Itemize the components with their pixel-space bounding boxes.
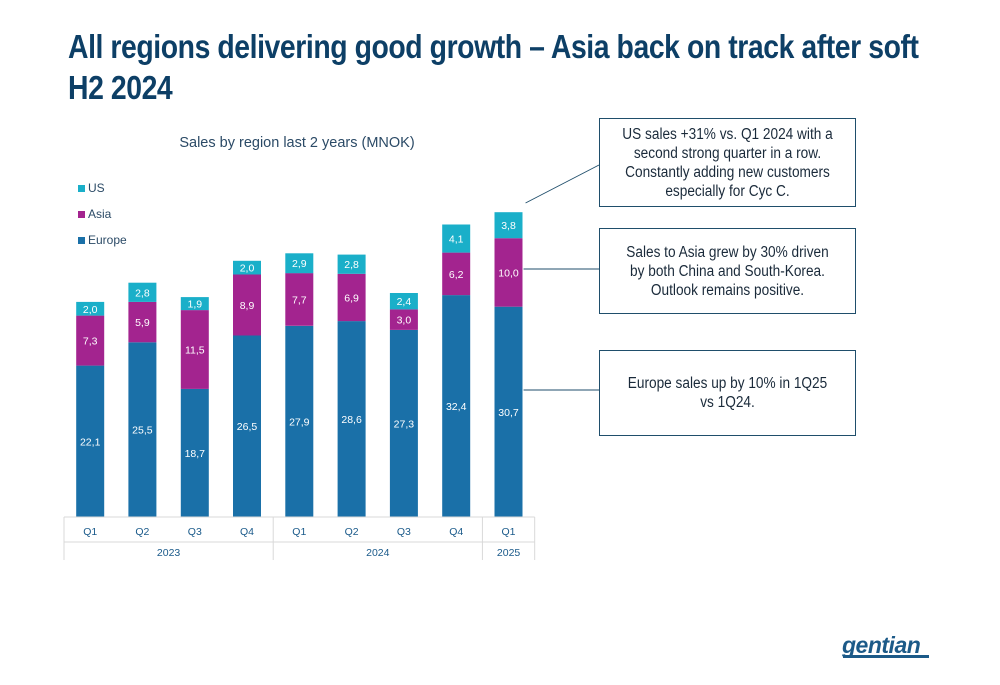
bar-us-3 xyxy=(180,297,209,311)
bar-europe-6 xyxy=(337,321,366,517)
x-group-label-2024: 2024 xyxy=(366,547,390,559)
bar-asia-6 xyxy=(337,273,366,322)
callout-asia: Sales to Asia grew by 30% driven by both… xyxy=(599,228,856,314)
data-label-europe-9: 30,7 xyxy=(498,407,519,419)
data-label-europe-4: 26,5 xyxy=(237,421,258,433)
bar-europe-8 xyxy=(442,295,471,517)
data-label-europe-1: 22,1 xyxy=(80,436,101,448)
data-label-asia-3: 11,5 xyxy=(185,345,205,357)
x-tick-label-2: Q2 xyxy=(135,526,149,538)
x-group-label-2023: 2023 xyxy=(157,547,181,559)
legend-label-us: US xyxy=(88,181,105,195)
data-label-asia-8: 6,2 xyxy=(449,269,464,281)
data-label-us-6: 2,8 xyxy=(344,259,359,271)
data-label-asia-4: 8,9 xyxy=(240,300,255,312)
callout-asia-text: Sales to Asia grew by 30% driven by both… xyxy=(626,243,829,299)
bar-asia-8 xyxy=(442,252,471,296)
callout-europe: Europe sales up by 10% in 1Q25 vs 1Q24. xyxy=(599,350,856,436)
data-label-europe-6: 28,6 xyxy=(341,414,362,426)
bar-us-5 xyxy=(285,253,314,274)
chart-title: Sales by region last 2 years (MNOK) xyxy=(179,135,414,151)
data-label-europe-2: 25,5 xyxy=(132,425,153,437)
data-label-us-9: 3,8 xyxy=(501,220,516,232)
bar-us-9 xyxy=(494,212,523,239)
bar-asia-3 xyxy=(180,310,209,389)
gentian-logo: gentian xyxy=(842,632,921,658)
data-label-europe-5: 27,9 xyxy=(289,416,310,428)
x-tick-label-1: Q1 xyxy=(83,526,97,538)
x-group-label-2025: 2025 xyxy=(497,547,521,559)
slide-title: All regions delivering good growth – Asi… xyxy=(68,28,919,106)
bar-asia-9 xyxy=(494,238,523,307)
legend-swatch-europe xyxy=(78,237,85,244)
x-axis: Q1 Q2 Q3 Q4 Q1 Q2 Q3 Q4 Q1 2023 2024 2025 xyxy=(63,516,536,560)
bar-europe-9 xyxy=(494,306,523,517)
bar-europe-5 xyxy=(285,325,314,517)
data-label-europe-7: 27,3 xyxy=(394,419,415,431)
x-tick-label-5: Q1 xyxy=(292,526,306,538)
callout-us: US sales +31% vs. Q1 2024 with a second … xyxy=(599,118,856,207)
data-label-asia-9: 10,0 xyxy=(498,268,519,280)
chart-legend: US Asia Europe xyxy=(78,181,127,247)
bar-europe-7 xyxy=(389,330,418,517)
data-label-asia-7: 3,0 xyxy=(397,315,412,327)
data-label-asia-6: 6,9 xyxy=(344,293,359,305)
bar-us-4 xyxy=(233,260,261,275)
callout-europe-text: Europe sales up by 10% in 1Q25 vs 1Q24. xyxy=(627,375,828,411)
bar-us-8 xyxy=(442,224,471,253)
data-label-us-4: 2,0 xyxy=(240,263,255,275)
data-label-europe-3: 18,7 xyxy=(185,448,206,460)
data-label-us-5: 2,9 xyxy=(292,258,307,270)
bar-us-7 xyxy=(389,293,418,310)
data-label-asia-2: 5,9 xyxy=(135,317,150,329)
data-label-us-1: 2,0 xyxy=(83,304,98,316)
data-label-us-7: 2,4 xyxy=(397,296,412,308)
bar-us-1 xyxy=(76,301,105,316)
bar-asia-5 xyxy=(285,273,314,326)
logo-underline xyxy=(843,655,929,658)
bar-asia-1 xyxy=(76,315,105,366)
data-label-asia-1: 7,3 xyxy=(83,336,98,348)
bar-asia-4 xyxy=(233,274,261,336)
x-tick-label-4: Q4 xyxy=(240,526,254,538)
bar-europe-2 xyxy=(128,342,157,517)
legend-swatch-asia xyxy=(78,211,85,218)
legend-label-europe: Europe xyxy=(88,233,127,247)
bar-us-2 xyxy=(128,282,157,302)
data-label-us-3: 1,9 xyxy=(187,299,202,311)
x-tick-label-9: Q1 xyxy=(501,526,515,538)
legend-swatch-us xyxy=(78,185,85,192)
legend-label-asia: Asia xyxy=(88,207,112,221)
chart-bars: 22,1 7,3 2,0 25,5 5,9 2,8 18,7 11,5 1,9 26,5 8,9 2,… xyxy=(76,212,523,517)
bar-europe-3 xyxy=(180,388,209,517)
data-label-us-2: 2,8 xyxy=(135,287,150,299)
data-label-asia-5: 7,7 xyxy=(292,295,307,307)
data-label-us-8: 4,1 xyxy=(449,234,464,246)
bar-asia-7 xyxy=(389,309,418,330)
x-tick-label-6: Q2 xyxy=(345,526,359,538)
bar-us-6 xyxy=(337,254,366,274)
x-tick-label-8: Q4 xyxy=(449,526,463,538)
callout-connectors xyxy=(523,164,600,391)
x-tick-label-3: Q3 xyxy=(188,526,202,538)
bar-europe-4 xyxy=(233,335,261,517)
data-label-europe-8: 32,4 xyxy=(446,401,467,413)
connector-us xyxy=(525,164,600,204)
bar-europe-1 xyxy=(76,365,105,517)
callout-us-text: US sales +31% vs. Q1 2024 with a second … xyxy=(622,125,833,200)
bar-asia-2 xyxy=(128,301,157,343)
x-tick-label-7: Q3 xyxy=(397,526,411,538)
